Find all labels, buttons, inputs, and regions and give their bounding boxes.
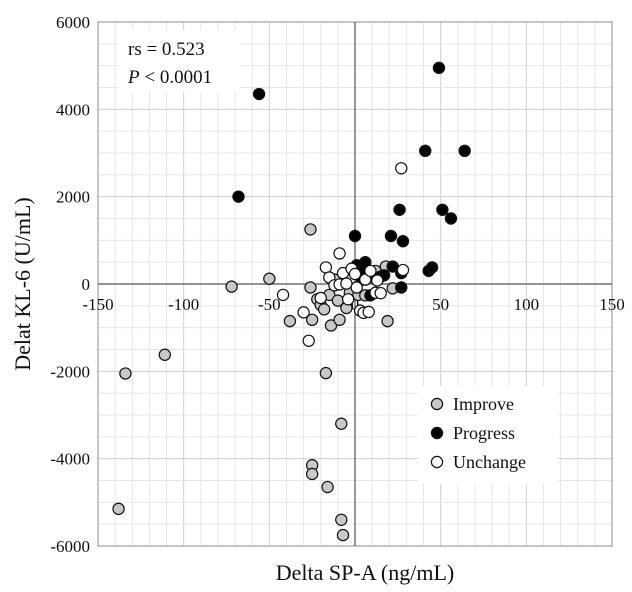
data-points [112,61,471,542]
legend-marker-improve [430,397,444,411]
x-tick-label: -100 [168,295,199,314]
point-progress [384,229,398,243]
point-unchange [340,277,353,290]
point-improve [158,348,172,361]
x-tick-label: 0 [351,295,360,314]
point-improve [336,528,350,542]
y-tick-label: -2000 [50,362,90,381]
point-improve [381,314,394,328]
point-improve [335,417,348,430]
point-improve [305,313,319,327]
point-improve [324,319,338,332]
point-unchange [302,334,315,347]
point-progress [348,229,362,243]
point-progress [252,87,266,101]
point-improve [333,313,346,327]
point-improve [304,281,317,294]
point-unchange [341,293,355,306]
x-tick-label: -150 [82,295,113,314]
point-unchange [333,247,346,260]
legend-label-unchange: Unchange [453,452,526,472]
p-value-text: < 0.0001 [140,67,212,88]
point-progress [425,261,439,274]
x-axis-title: Delta SP-A (ng/mL) [276,560,454,585]
point-unchange [395,162,408,175]
point-unchange [348,267,362,281]
legend-label-progress: Progress [453,423,515,443]
y-tick-label: 2000 [56,188,90,207]
p-value-label: P < 0.0001 [127,67,212,88]
correlation-annotation: rs = 0.523 P < 0.0001 [118,30,240,92]
point-improve [321,480,334,494]
p-symbol: P [127,67,140,88]
legend-marker-progress [430,426,444,440]
x-tick-label: 100 [514,295,540,314]
point-progress [395,281,408,294]
point-progress [436,203,449,216]
y-tick-label: 4000 [56,100,90,119]
rs-value-label: rs = 0.523 [128,39,205,60]
x-tick-label: 150 [599,295,625,314]
point-progress [432,61,446,75]
point-improve [317,303,331,316]
tick-labels: -150 -100 -50 0 50 100 150 -6000 -4000 -2000 0 2000… [50,13,624,556]
point-improve [112,502,125,516]
point-progress [393,203,406,216]
legend: Improve Progress Unchange [418,386,558,484]
point-unchange [276,288,290,302]
point-unchange [396,263,410,277]
point-improve [304,223,317,236]
point-unchange [314,291,327,305]
y-tick-label: -4000 [50,450,90,469]
point-unchange [364,264,377,278]
annotation-background [118,30,240,92]
point-improve [319,366,333,380]
y-tick-label: 6000 [56,13,90,32]
point-progress [444,212,458,225]
x-tick-label: 50 [432,295,449,314]
y-axis-title: Delat KL-6 (U/mL) [10,197,35,371]
legend-label-improve: Improve [453,394,514,414]
point-unchange [374,286,387,300]
point-unchange [362,305,375,319]
point-unchange [371,274,384,287]
y-tick-label: 0 [82,275,91,294]
point-progress [419,144,432,158]
point-progress [232,190,245,203]
point-improve [283,314,297,328]
point-improve [225,280,238,293]
point-unchange [297,306,310,319]
x-tick-label: -50 [258,295,281,314]
y-tick-label: -6000 [50,537,90,556]
legend-marker-unchange [430,455,444,469]
point-unchange [350,281,363,294]
point-improve [263,272,276,285]
point-progress [396,235,410,248]
point-progress [458,144,471,158]
point-improve [119,367,132,380]
point-improve [305,467,319,481]
point-improve [335,513,348,527]
